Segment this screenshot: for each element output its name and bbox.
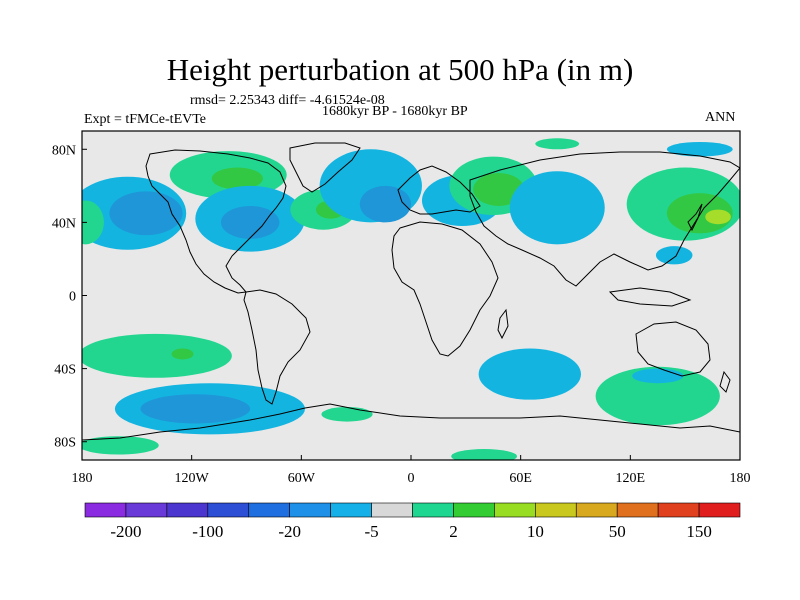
anomaly-pos_light	[451, 449, 518, 460]
coastline-greenland	[289, 142, 361, 193]
anomaly-neg_light	[666, 141, 733, 157]
anomaly-neg_light	[509, 171, 605, 245]
colorbar-swatch	[657, 502, 700, 518]
anomaly-neg_mid	[359, 185, 411, 223]
anomaly-neg_light	[655, 246, 693, 265]
colorbar-swatch	[84, 502, 127, 518]
coastline-indonesia	[608, 287, 692, 307]
stats-text: rmsd= 2.25343 diff= -4.61524e-08	[190, 93, 385, 108]
colorbar-swatch	[166, 502, 209, 518]
colorbar-label: -100	[192, 522, 223, 541]
season-label: ANN	[705, 110, 736, 125]
colorbar-label: -200	[110, 522, 141, 541]
anomaly-pos_mid	[211, 167, 263, 190]
colorbar-label: 50	[609, 522, 626, 541]
anomaly-neg_light	[478, 348, 581, 400]
colorbar-label: 10	[527, 522, 544, 541]
y-tick-label: 0	[69, 290, 76, 305]
colorbar-swatch	[535, 502, 577, 518]
anomaly-neg_mid	[220, 205, 280, 239]
x-tick-label: 120W	[175, 471, 210, 486]
colorbar-label: 2	[449, 522, 458, 541]
coastline-japan	[687, 203, 703, 232]
y-tick-label: 80S	[54, 436, 76, 451]
axis-ticks: 180 120W 60W 0 60E 120E 180 80N 40N 0 40S 80S	[52, 143, 751, 486]
anomaly-neg_light	[632, 368, 684, 384]
anomaly-pos_light	[82, 333, 232, 378]
anomaly-pos_light	[82, 436, 159, 455]
anomaly-pos_mid	[473, 173, 525, 206]
colorbar-swatch	[207, 502, 250, 518]
coastline-new-zealand	[719, 370, 731, 393]
colorbar-label: -5	[364, 522, 378, 541]
colorbar-swatch	[412, 502, 454, 518]
colorbar-swatch	[453, 502, 495, 518]
coastline-antarctica	[82, 403, 740, 441]
coastline-south-america	[243, 289, 311, 405]
colorbar-swatch	[125, 502, 168, 518]
x-tick-label: 60W	[288, 471, 316, 486]
colorbar: -200 -100 -20 -5 2 10 50 150	[84, 502, 741, 541]
anomaly-pos_strong	[705, 209, 731, 225]
anomaly-neg_mid	[140, 394, 251, 424]
coastline-africa	[391, 221, 499, 357]
coastlines	[82, 142, 740, 441]
y-tick-label: 80N	[52, 143, 76, 158]
coastline-australia	[635, 321, 711, 377]
chart-title: Height perturbation at 500 hPa (in m)	[166, 52, 634, 87]
anomaly-pos_light	[535, 138, 580, 150]
colorbar-label: 150	[686, 522, 712, 541]
colorbar-swatch	[248, 502, 290, 518]
colorbar-swatch	[289, 502, 331, 518]
colorbar-swatch	[371, 502, 413, 518]
anomaly-pos_light	[321, 406, 373, 422]
colorbar-swatch	[698, 502, 741, 518]
colorbar-swatch	[575, 502, 618, 518]
y-tick-label: 40N	[52, 216, 76, 231]
colorbar-label: -20	[278, 522, 301, 541]
y-tick-label: 40S	[54, 363, 76, 378]
anomaly-pos_light	[595, 366, 720, 426]
colorbar-swatch	[616, 502, 659, 518]
colorbar-swatch	[494, 502, 536, 518]
anomaly-neg_mid	[109, 191, 183, 236]
period-label: 1680kyr BP - 1680kyr BP	[322, 104, 468, 119]
x-tick-label: 120E	[616, 471, 646, 486]
x-tick-label: 180	[72, 471, 93, 486]
anomaly-pos_mid	[171, 348, 194, 360]
coastline-north-america	[145, 149, 287, 294]
anomaly-pos_light	[82, 200, 104, 245]
coastline-madagascar	[497, 308, 509, 340]
experiment-label: Expt = tFMCe-tEVTe	[84, 112, 207, 127]
x-tick-label: 180	[730, 471, 751, 486]
coastline-asia	[469, 151, 740, 287]
x-tick-label: 0	[408, 471, 415, 486]
x-tick-label: 60E	[509, 471, 532, 486]
colorbar-swatch	[330, 502, 372, 518]
